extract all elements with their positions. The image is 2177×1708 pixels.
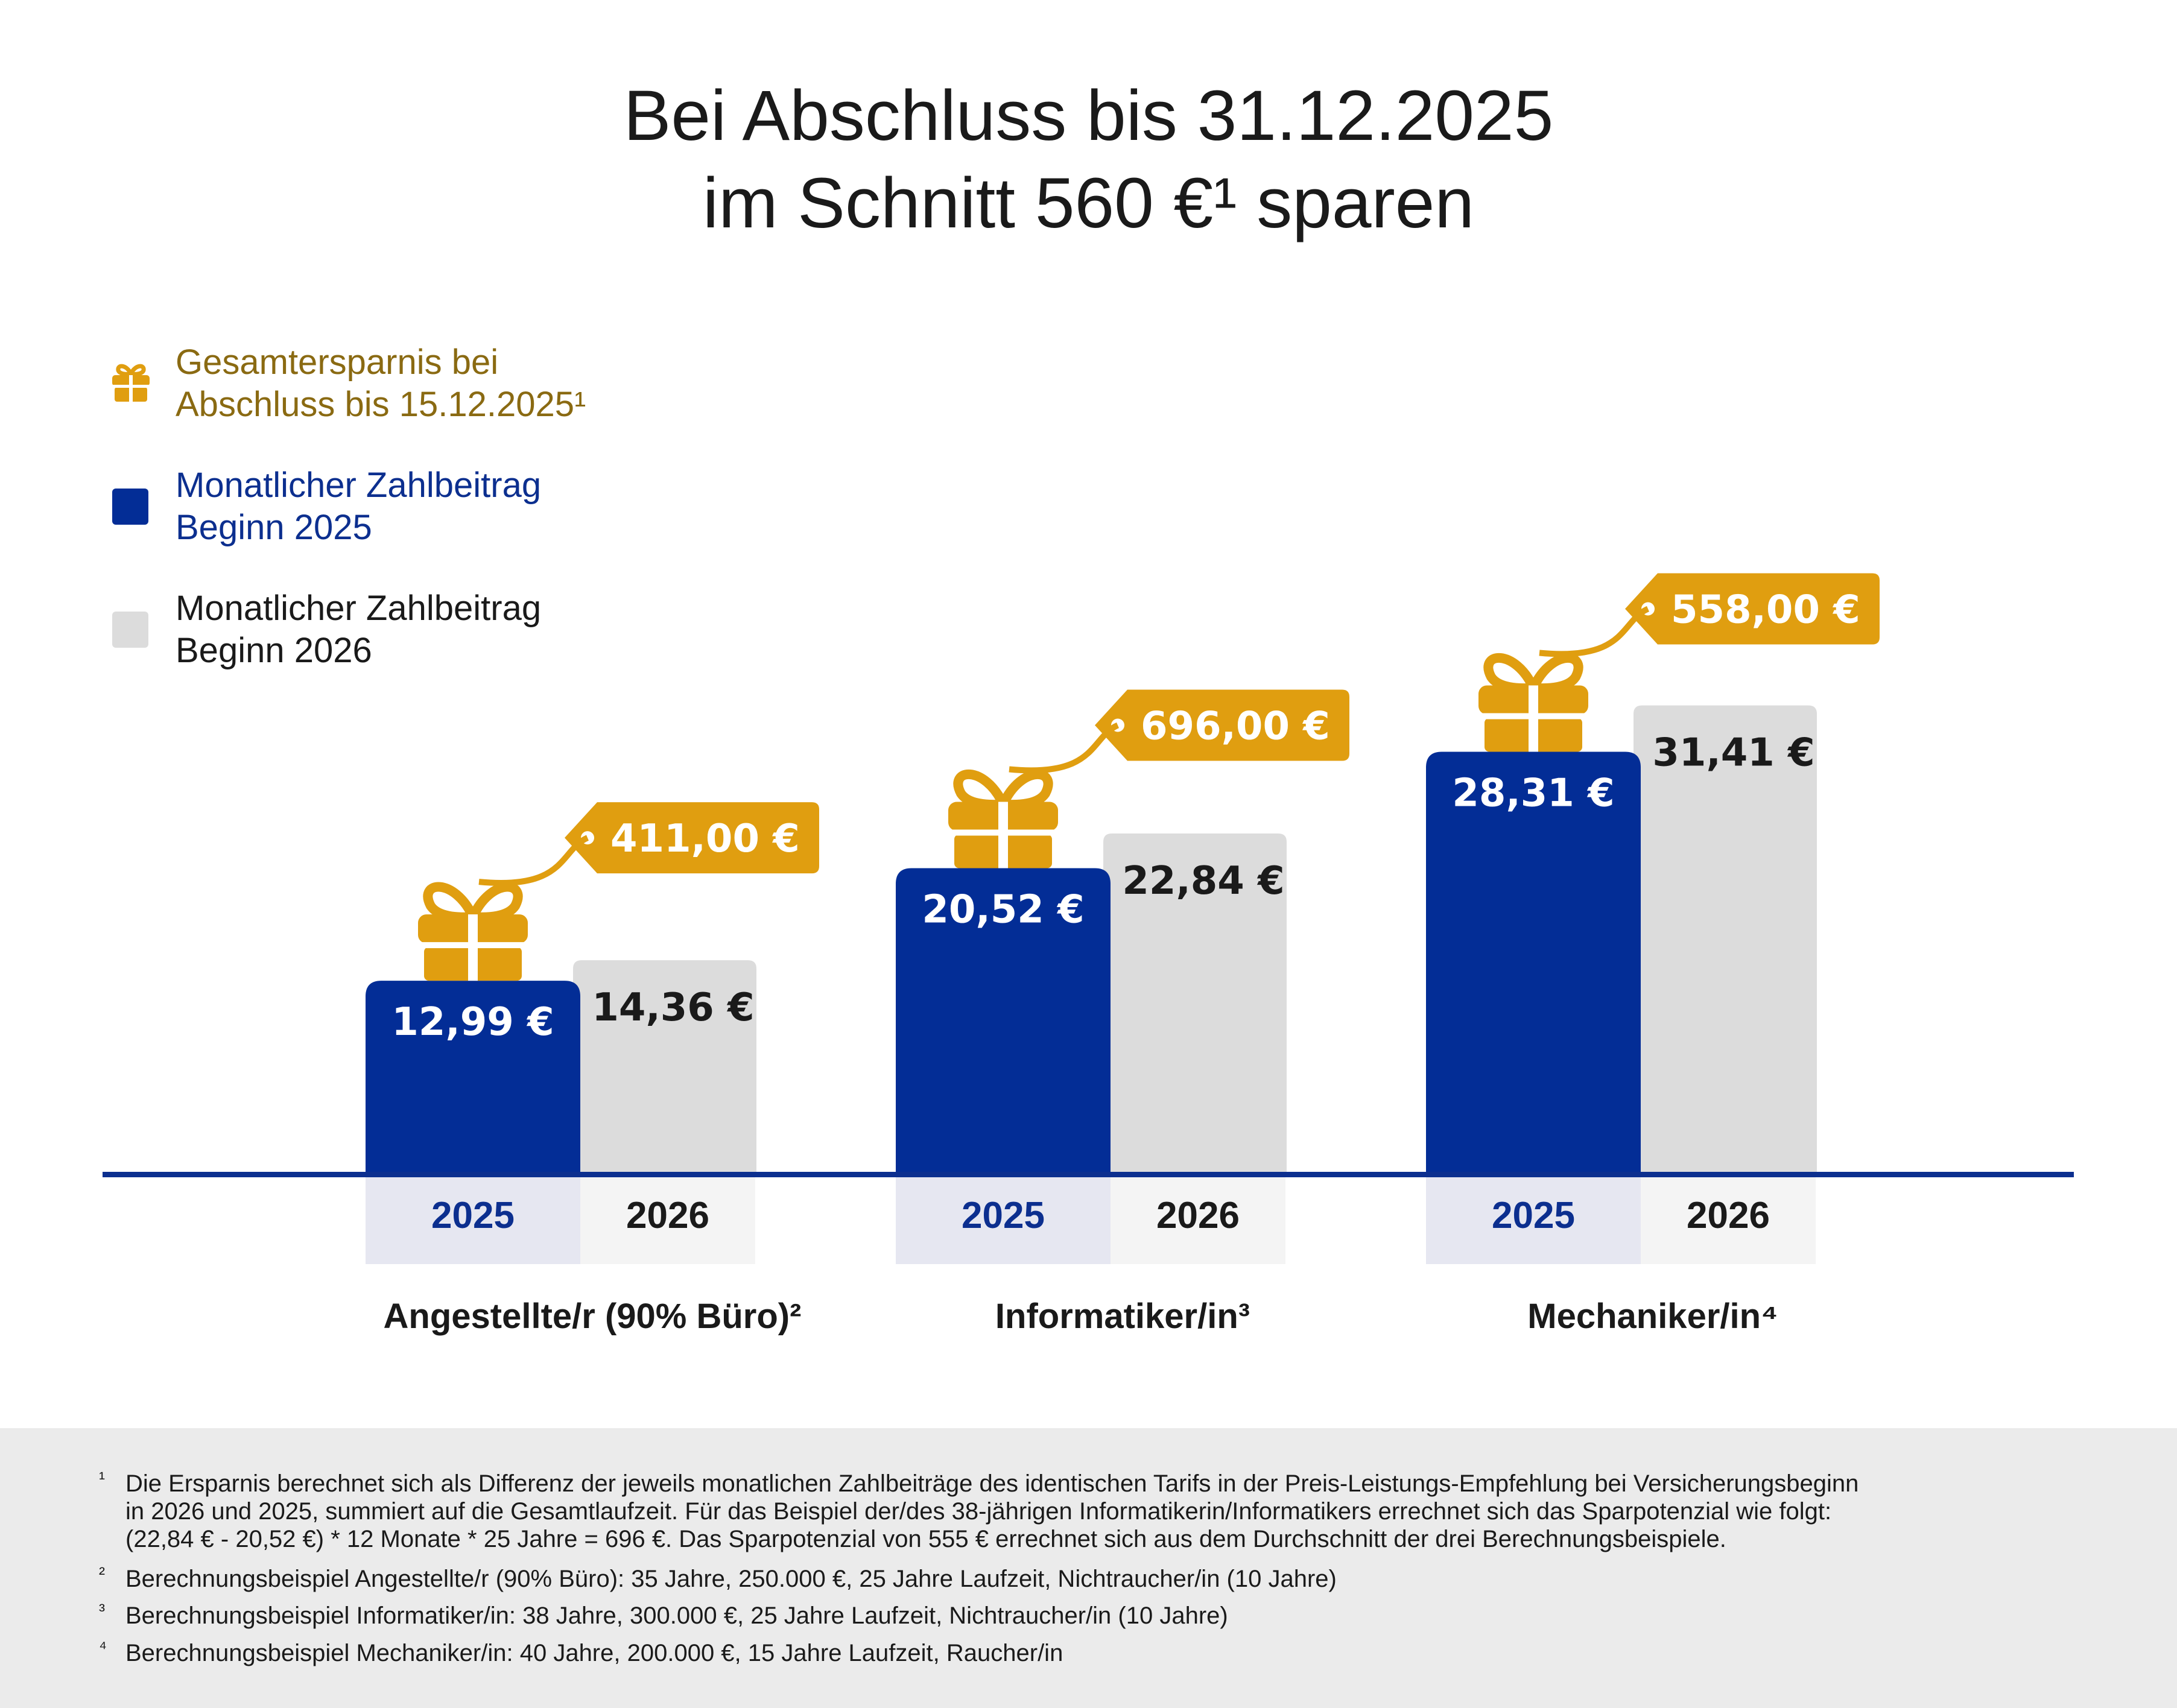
bar-2026	[1634, 705, 1817, 1175]
value-label-2026: 31,41 €	[1652, 731, 1814, 776]
year-label-2026: 2026	[1687, 1195, 1770, 1236]
year-cell-2025	[896, 1175, 1111, 1264]
bar-2026	[573, 960, 756, 1175]
bar-2026	[1103, 833, 1287, 1175]
bar-2025	[1426, 751, 1641, 1175]
value-label-2026: 14,36 €	[592, 985, 754, 1030]
year-label-2025: 2025	[431, 1195, 515, 1236]
gift-icon	[112, 364, 150, 402]
legend-label-savings: Gesamtersparnis bei Abschluss bis 15.12.…	[176, 343, 586, 424]
bar-chart: 12,99 € 14,36 € 411,00 € 2025 2026 Angestellt…	[103, 573, 2074, 1336]
year-cell-2025	[366, 1175, 580, 1264]
savings-tag	[565, 802, 819, 874]
savings-label: 696,00 €	[1141, 704, 1330, 749]
value-label-2026: 22,84 €	[1122, 859, 1284, 903]
savings-tag	[1625, 573, 1880, 645]
year-label-2025: 2025	[962, 1195, 1045, 1236]
category-label: Angestellte/r (90% Büro)²	[384, 1297, 802, 1336]
savings-label: 411,00 €	[610, 817, 800, 861]
savings-label: 558,00 €	[1671, 587, 1860, 632]
bar-2025	[366, 981, 580, 1175]
title-line-2: im Schnitt 560 €¹ sparen	[703, 163, 1474, 243]
year-cell-2025	[1426, 1175, 1641, 1264]
year-cell-2026	[1111, 1175, 1285, 1264]
tag-string	[478, 835, 589, 886]
gift-icon	[948, 770, 1058, 868]
year-label-2026: 2026	[1156, 1195, 1240, 1236]
footnote-1: ¹ Die Ersparnis berechnet sich als Diffe…	[99, 1469, 1859, 1552]
year-label-2026: 2026	[626, 1195, 709, 1236]
footnote-4: ⁴ Berechnungsbeispiel Mechaniker/in: 40 …	[99, 1638, 1063, 1666]
legend-label-2025: Monatlicher Zahlbeitrag Beginn 2025	[176, 466, 542, 547]
gift-icon	[1478, 653, 1588, 752]
category-label: Informatiker/in³	[995, 1297, 1250, 1336]
value-label-2025: 20,52 €	[922, 888, 1084, 932]
year-cell-2026	[1641, 1175, 1816, 1264]
legend-swatch-2025	[112, 489, 148, 525]
value-label-2025: 12,99 €	[391, 1000, 554, 1045]
legend-swatch-2026	[112, 612, 148, 648]
legend-label-2026: Monatlicher Zahlbeitrag Beginn 2026	[176, 589, 542, 670]
chart-title: Bei Abschluss bis 31.12.2025 im Schnitt …	[0, 72, 2177, 247]
title-line-1: Bei Abschluss bis 31.12.2025	[623, 76, 1554, 156]
x-axis-line	[103, 1172, 2074, 1177]
savings-tag	[1095, 689, 1349, 761]
category-label: Mechaniker/in⁴	[1527, 1297, 1778, 1336]
footnotes-panel: ¹ Die Ersparnis berechnet sich als Diffe…	[0, 1428, 2177, 1708]
year-label-2025: 2025	[1492, 1195, 1575, 1236]
tag-string	[1539, 606, 1650, 657]
year-cell-2026	[580, 1175, 755, 1264]
value-label-2025: 28,31 €	[1452, 771, 1614, 815]
gift-icon	[418, 882, 528, 981]
tag-string	[1009, 722, 1120, 774]
bar-2025	[896, 868, 1111, 1175]
footnote-2: ² Berechnungsbeispiel Angestellte/r (90%…	[99, 1564, 1337, 1592]
footnote-3: ³ Berechnungsbeispiel Informatiker/in: 3…	[99, 1601, 1228, 1629]
